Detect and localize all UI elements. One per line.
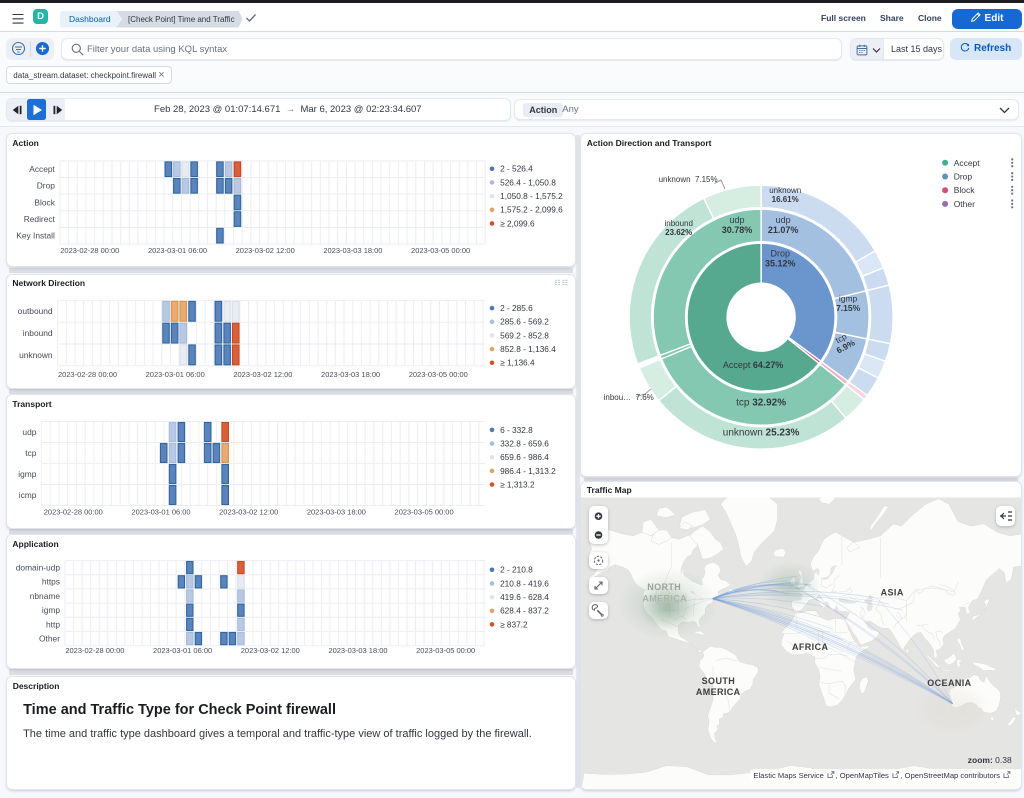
svg-text:285.6 - 569.2: 285.6 - 569.2 xyxy=(500,316,549,326)
svg-text:≥ 837.2: ≥ 837.2 xyxy=(500,620,528,630)
svg-text:2023-03-05 00:00: 2023-03-05 00:00 xyxy=(417,646,476,655)
svg-text:2023-03-01 06:00: 2023-03-01 06:00 xyxy=(146,369,205,378)
svg-text:NORTH: NORTH xyxy=(648,582,682,592)
svg-text:2023-02-28 00:00: 2023-02-28 00:00 xyxy=(58,369,117,378)
svg-text:2023-03-02 12:00: 2023-03-02 12:00 xyxy=(220,508,279,517)
svg-text:2023-03-03 18:00: 2023-03-03 18:00 xyxy=(321,369,380,378)
svg-text:domain-udp: domain-udp xyxy=(16,563,61,573)
svg-text:Accept: Accept xyxy=(954,158,981,168)
svg-text:628.4 - 837.2: 628.4 - 837.2 xyxy=(500,606,549,616)
svg-text:nbname: nbname xyxy=(30,591,61,601)
svg-text:Accept: Accept xyxy=(30,164,56,174)
svg-text:2023-03-02 12:00: 2023-03-02 12:00 xyxy=(234,369,293,378)
svg-text:2023-03-01 06:00: 2023-03-01 06:00 xyxy=(148,246,207,255)
svg-text:OCEANIA: OCEANIA xyxy=(928,678,972,688)
svg-text:2023-03-03 18:00: 2023-03-03 18:00 xyxy=(324,246,383,255)
svg-text:210.8 - 419.6: 210.8 - 419.6 xyxy=(500,579,549,589)
svg-text:tcp 32.92%: tcp 32.92% xyxy=(736,397,786,408)
svg-text:Block: Block xyxy=(35,198,56,208)
svg-text:Other: Other xyxy=(954,199,975,209)
svg-text:2 - 526.4: 2 - 526.4 xyxy=(500,164,533,174)
svg-text:2023-03-05 00:00: 2023-03-05 00:00 xyxy=(409,369,468,378)
svg-text:unknown: unknown xyxy=(19,349,53,359)
svg-text:332.8 - 659.6: 332.8 - 659.6 xyxy=(500,439,549,449)
svg-text:AMERICA: AMERICA xyxy=(696,687,741,697)
svg-text:inbound: inbound xyxy=(23,327,53,337)
svg-text:659.6 - 986.4: 659.6 - 986.4 xyxy=(500,452,549,462)
svg-text:Drop: Drop xyxy=(37,181,55,191)
svg-text:2023-03-01 06:00: 2023-03-01 06:00 xyxy=(132,508,191,517)
svg-text:526.4 - 1,050.8: 526.4 - 1,050.8 xyxy=(500,178,556,188)
svg-text:Block: Block xyxy=(954,185,976,195)
svg-text:AMERICA: AMERICA xyxy=(643,594,688,604)
svg-text:unknown 25.23%: unknown 25.23% xyxy=(723,427,800,438)
svg-text:icmp: icmp xyxy=(19,490,37,500)
svg-text:≥ 1,136.4: ≥ 1,136.4 xyxy=(500,357,535,367)
svg-text:2 - 210.8: 2 - 210.8 xyxy=(500,565,533,575)
svg-text:2023-03-01 06:00: 2023-03-01 06:00 xyxy=(153,646,212,655)
svg-text:Accept 64.27%: Accept 64.27% xyxy=(723,360,783,370)
svg-text:2023-03-02 12:00: 2023-03-02 12:00 xyxy=(236,246,295,255)
svg-text:http: http xyxy=(46,620,60,630)
svg-text:igmp: igmp xyxy=(19,469,37,479)
svg-text:Other: Other xyxy=(39,634,60,644)
svg-text:2023-03-05 00:00: 2023-03-05 00:00 xyxy=(411,246,470,255)
svg-text:≥ 2,099.6: ≥ 2,099.6 xyxy=(500,219,535,229)
svg-text:inbou… 7.6%: inbou… 7.6% xyxy=(604,393,654,402)
svg-text:Key Install: Key Install xyxy=(17,231,56,241)
svg-text:852.8 - 1,136.4: 852.8 - 1,136.4 xyxy=(500,343,556,353)
svg-text:569.2 - 852.8: 569.2 - 852.8 xyxy=(500,330,549,340)
svg-text:≥ 1,313.2: ≥ 1,313.2 xyxy=(500,480,535,490)
svg-text:AFRICA: AFRICA xyxy=(792,642,828,652)
svg-text:SOUTH: SOUTH xyxy=(702,676,735,686)
svg-text:tcp: tcp xyxy=(26,448,38,458)
svg-text:2023-03-05 00:00: 2023-03-05 00:00 xyxy=(395,508,454,517)
svg-text:2023-02-28 00:00: 2023-02-28 00:00 xyxy=(44,508,103,517)
svg-text:Redirect: Redirect xyxy=(24,214,56,224)
svg-text:outbound: outbound xyxy=(18,306,53,316)
svg-text:2023-03-03 18:00: 2023-03-03 18:00 xyxy=(329,646,388,655)
svg-text:2023-03-03 18:00: 2023-03-03 18:00 xyxy=(307,508,366,517)
svg-text:986.4 - 1,313.2: 986.4 - 1,313.2 xyxy=(500,466,556,476)
svg-text:1,050.8 - 1,575.2: 1,050.8 - 1,575.2 xyxy=(500,191,563,201)
svg-text:unknown 7.15%: unknown 7.15% xyxy=(659,175,718,184)
svg-text:2023-02-28 00:00: 2023-02-28 00:00 xyxy=(61,246,120,255)
svg-text:ASIA: ASIA xyxy=(881,588,904,598)
svg-text:6 - 332.8: 6 - 332.8 xyxy=(500,425,533,435)
svg-text:Drop: Drop xyxy=(954,172,973,182)
svg-text:https: https xyxy=(42,577,60,587)
svg-text:2023-03-02 12:00: 2023-03-02 12:00 xyxy=(241,646,300,655)
svg-text:1,575.2 - 2,099.6: 1,575.2 - 2,099.6 xyxy=(500,205,563,215)
svg-text:419.6 - 628.4: 419.6 - 628.4 xyxy=(500,592,549,602)
svg-text:2023-02-28 00:00: 2023-02-28 00:00 xyxy=(66,646,125,655)
svg-text:igmp: igmp xyxy=(42,605,60,615)
svg-text:2 - 285.6: 2 - 285.6 xyxy=(500,303,533,313)
svg-text:udp: udp xyxy=(23,427,37,437)
